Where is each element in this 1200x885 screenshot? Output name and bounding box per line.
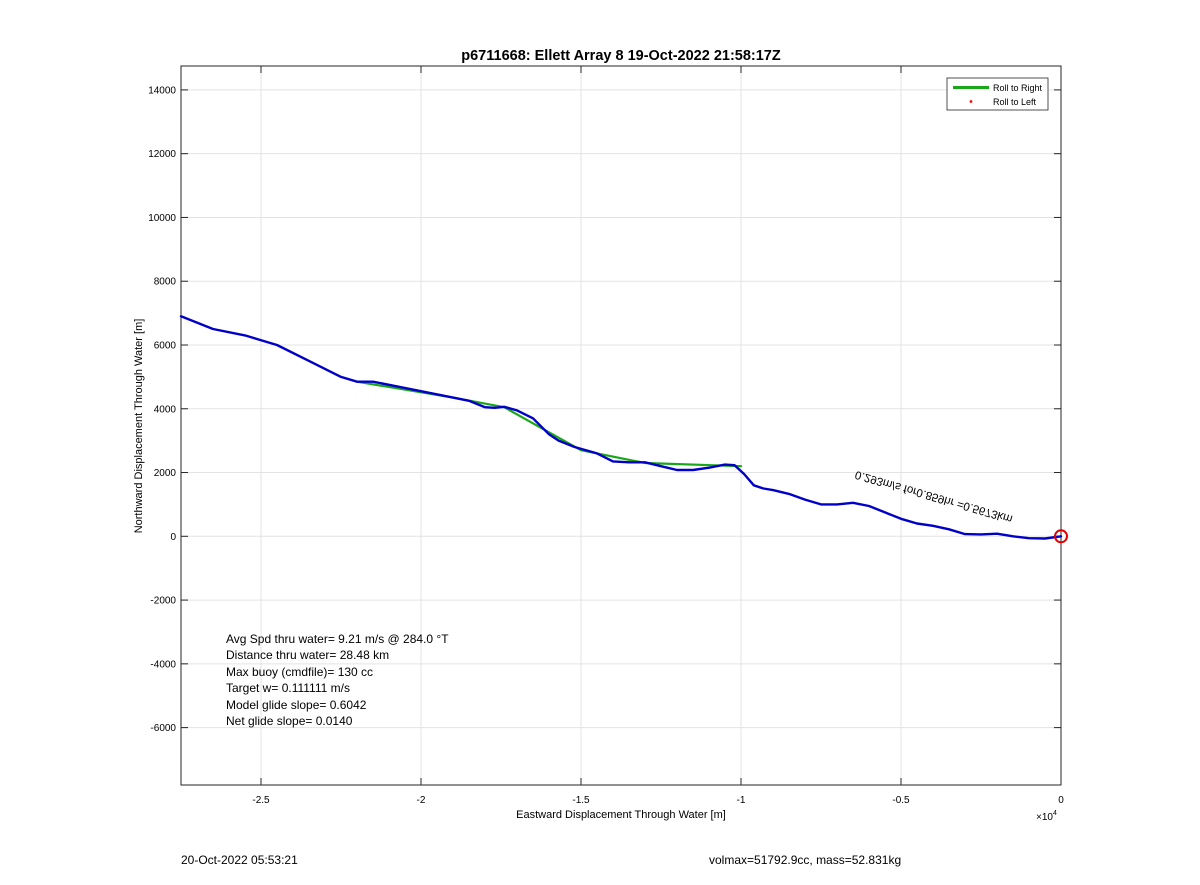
- end-marker-circle: [1054, 529, 1068, 544]
- y-tick-label: 14000: [148, 85, 176, 96]
- y-tick-label: 2000: [154, 468, 177, 479]
- series-line-roll-right: [355, 380, 743, 468]
- series-lines: [179, 315, 1063, 540]
- y-tick-label: -2000: [150, 596, 176, 607]
- x-tick-label: -2: [417, 795, 426, 806]
- y-tick-label: 12000: [148, 149, 176, 160]
- stat-max-buoy: Max buoy (cmdfile)= 130 cc: [226, 664, 374, 679]
- y-tick-label: 6000: [154, 340, 177, 351]
- x-exponent-power: 4: [1053, 810, 1057, 817]
- y-tick-label: 8000: [154, 277, 177, 288]
- stat-net-glide: Net glide slope= 0.0140: [226, 714, 353, 729]
- stat-model-glide: Model glide slope= 0.6042: [226, 697, 367, 712]
- x-tick-label: 0: [1058, 795, 1064, 806]
- legend: Roll to Right Roll to Left: [946, 77, 1049, 111]
- x-axis-label: Eastward Displacement Through Water [m]: [516, 809, 726, 821]
- y-axis-label: Northward Displacement Through Water [m]: [133, 319, 145, 534]
- stats-block: Avg Spd thru water= 9.21 m/s @ 284.0 °T …: [226, 631, 449, 729]
- legend-swatch-roll-left: [969, 100, 973, 103]
- y-tick-label: 0: [170, 532, 176, 543]
- footer-timestamp: 20-Oct-2022 05:53:21: [181, 853, 298, 867]
- rotated-annotation: 0.293m/s for0.859hr =0.5673km: [854, 468, 1014, 525]
- stat-distance: Distance thru water= 28.48 km: [226, 648, 390, 663]
- x-exponent: ×104: [1036, 810, 1057, 823]
- y-tick-label: 10000: [148, 213, 176, 224]
- x-tick-label: -1.5: [572, 795, 590, 806]
- legend-label-roll-left: Roll to Left: [993, 97, 1037, 107]
- stat-avg-speed: Avg Spd thru water= 9.21 m/s @ 284.0 °T: [226, 632, 449, 646]
- axis-ticks: -2.5 -2 -1.5 -1 -0.5 0 -6000 -4000 -2000 0 2000 400…: [148, 66, 1064, 806]
- y-tick-label: -4000: [150, 659, 176, 670]
- y-tick-label: 4000: [154, 404, 177, 415]
- x-tick-label: -1: [737, 795, 746, 806]
- legend-box: [946, 77, 1049, 111]
- plot-frame: [180, 65, 1062, 786]
- stat-target-w: Target w= 0.111111 m/s: [226, 681, 350, 696]
- chart-title: p6711668: Ellett Array 8 19-Oct-2022 21:…: [461, 48, 781, 64]
- series-line-track: [179, 315, 1063, 540]
- annotations: 0.293m/s for0.859hr =0.5673km: [854, 468, 1068, 544]
- x-tick-label: -2.5: [252, 795, 270, 806]
- footer-vol-mass: volmax=51792.9cc, mass=52.831kg: [709, 853, 902, 867]
- x-tick-label: -0.5: [892, 795, 910, 806]
- y-tick-label: -6000: [150, 723, 176, 734]
- legend-label-roll-right: Roll to Right: [993, 83, 1043, 93]
